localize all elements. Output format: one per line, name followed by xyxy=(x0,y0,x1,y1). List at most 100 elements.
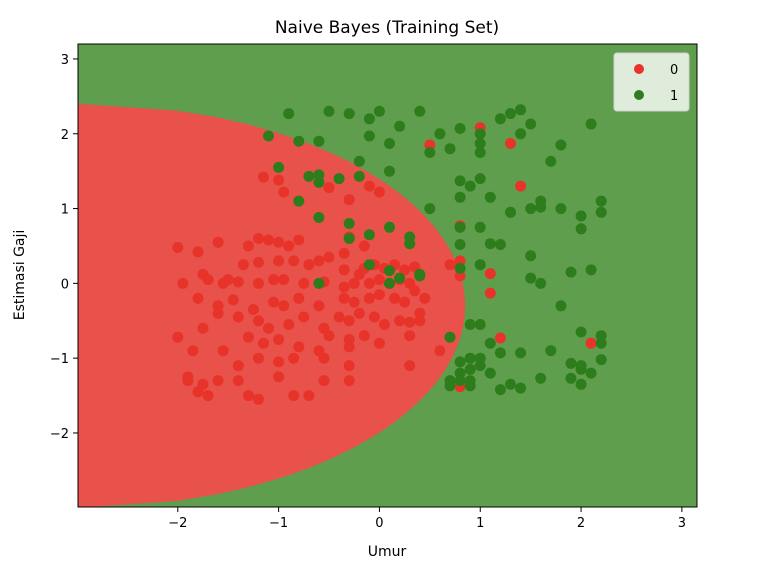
data-point-class-1 xyxy=(363,229,375,241)
data-point-class-0 xyxy=(273,236,285,248)
data-point-class-0 xyxy=(298,311,310,323)
data-point-class-0 xyxy=(434,345,446,357)
data-point-class-0 xyxy=(187,345,199,357)
data-point-class-1 xyxy=(454,356,466,368)
data-point-class-1 xyxy=(313,277,325,289)
data-point-class-0 xyxy=(358,240,370,252)
data-point-class-0 xyxy=(399,264,411,276)
data-point-class-1 xyxy=(454,262,466,274)
data-point-class-0 xyxy=(363,180,375,192)
data-point-class-1 xyxy=(595,337,607,349)
data-point-class-1 xyxy=(575,210,587,222)
data-point-class-1 xyxy=(555,139,567,151)
data-point-class-0 xyxy=(283,319,295,330)
data-point-class-0 xyxy=(253,352,264,364)
data-point-class-1 xyxy=(474,221,486,233)
data-point-class-0 xyxy=(414,315,426,327)
data-point-class-0 xyxy=(253,315,264,327)
data-point-class-1 xyxy=(373,105,385,117)
legend-label-1: 1 xyxy=(670,89,678,104)
data-point-class-1 xyxy=(424,203,436,215)
data-point-class-0 xyxy=(373,337,385,349)
data-point-class-1 xyxy=(454,221,466,233)
x-tick-label: 0 xyxy=(375,516,383,531)
data-point-class-1 xyxy=(585,118,597,130)
legend-box xyxy=(613,52,690,112)
data-point-class-1 xyxy=(464,319,476,330)
data-point-class-1 xyxy=(474,147,486,158)
data-point-class-1 xyxy=(343,233,355,244)
data-point-class-0 xyxy=(409,285,421,297)
data-point-class-0 xyxy=(505,138,516,149)
x-tick-label: 2 xyxy=(577,516,585,531)
data-point-class-0 xyxy=(278,300,290,312)
x-tick-label: 3 xyxy=(678,516,686,531)
data-point-class-1 xyxy=(575,223,587,235)
y-tick-label: −2 xyxy=(50,427,69,442)
data-point-class-1 xyxy=(363,259,375,271)
data-point-class-1 xyxy=(474,360,486,372)
data-point-class-1 xyxy=(555,203,567,215)
data-point-class-0 xyxy=(288,390,300,402)
data-point-class-1 xyxy=(414,270,426,282)
data-point-class-0 xyxy=(373,186,385,198)
data-point-class-0 xyxy=(253,277,264,289)
data-point-class-0 xyxy=(373,289,385,301)
data-point-class-0 xyxy=(232,311,244,323)
data-point-class-0 xyxy=(419,292,431,304)
data-point-class-0 xyxy=(182,371,194,383)
data-point-class-0 xyxy=(318,375,330,387)
data-point-class-0 xyxy=(227,294,239,306)
data-point-class-1 xyxy=(384,138,395,149)
data-point-class-0 xyxy=(484,287,496,299)
data-point-class-0 xyxy=(353,307,365,319)
data-point-class-0 xyxy=(293,234,305,246)
data-point-class-0 xyxy=(348,277,360,289)
data-point-class-0 xyxy=(389,292,401,304)
data-point-class-0 xyxy=(303,259,315,271)
plot-frame xyxy=(77,43,698,508)
data-point-class-0 xyxy=(288,352,300,364)
data-point-class-1 xyxy=(515,104,527,116)
y-tick-label: 3 xyxy=(61,53,69,68)
data-point-class-1 xyxy=(494,347,506,359)
data-point-class-0 xyxy=(338,264,350,276)
data-point-class-0 xyxy=(363,277,375,289)
data-point-class-0 xyxy=(263,322,274,334)
data-point-class-0 xyxy=(232,360,244,372)
data-point-class-1 xyxy=(263,130,274,142)
data-point-class-0 xyxy=(242,331,254,343)
data-point-class-1 xyxy=(505,108,516,120)
data-point-class-0 xyxy=(192,246,204,258)
data-point-class-0 xyxy=(232,375,244,387)
data-point-class-1 xyxy=(404,238,416,250)
data-point-class-1 xyxy=(474,173,486,185)
data-point-class-1 xyxy=(454,123,466,134)
chart-title: Naive Bayes (Training Set) xyxy=(275,18,499,38)
data-point-class-0 xyxy=(217,277,229,289)
data-point-class-1 xyxy=(515,347,527,359)
data-point-class-0 xyxy=(273,356,285,368)
data-point-class-0 xyxy=(258,337,269,349)
data-point-class-0 xyxy=(242,390,254,402)
x-axis: −2 −1 0 1 2 3 xyxy=(168,507,686,531)
data-point-class-1 xyxy=(464,380,476,392)
data-point-class-1 xyxy=(484,238,496,250)
data-point-class-0 xyxy=(273,334,285,345)
data-point-class-1 xyxy=(394,272,406,284)
data-point-class-1 xyxy=(474,319,486,330)
data-point-class-0 xyxy=(253,393,264,405)
data-point-class-1 xyxy=(444,380,456,392)
data-point-class-1 xyxy=(474,259,486,271)
legend-marker-1 xyxy=(634,90,644,100)
data-point-class-1 xyxy=(494,113,506,125)
data-point-class-1 xyxy=(273,161,285,173)
data-point-class-0 xyxy=(197,322,209,334)
data-point-class-0 xyxy=(253,256,264,268)
data-point-class-0 xyxy=(404,360,416,372)
data-point-class-0 xyxy=(379,319,390,330)
data-point-class-1 xyxy=(323,105,335,117)
data-point-class-1 xyxy=(333,173,345,185)
data-point-class-0 xyxy=(273,174,285,186)
